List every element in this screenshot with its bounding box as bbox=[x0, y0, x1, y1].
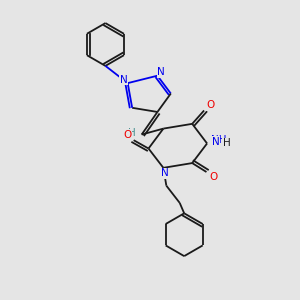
Text: N: N bbox=[158, 67, 165, 77]
Text: H: H bbox=[128, 128, 136, 138]
Text: N: N bbox=[120, 75, 128, 85]
Text: O: O bbox=[206, 100, 214, 110]
Text: O: O bbox=[123, 130, 131, 140]
Text: O: O bbox=[209, 172, 217, 182]
Text: NH: NH bbox=[211, 135, 227, 145]
Text: H: H bbox=[223, 139, 230, 148]
Text: N: N bbox=[161, 168, 169, 178]
Text: N: N bbox=[212, 137, 220, 147]
